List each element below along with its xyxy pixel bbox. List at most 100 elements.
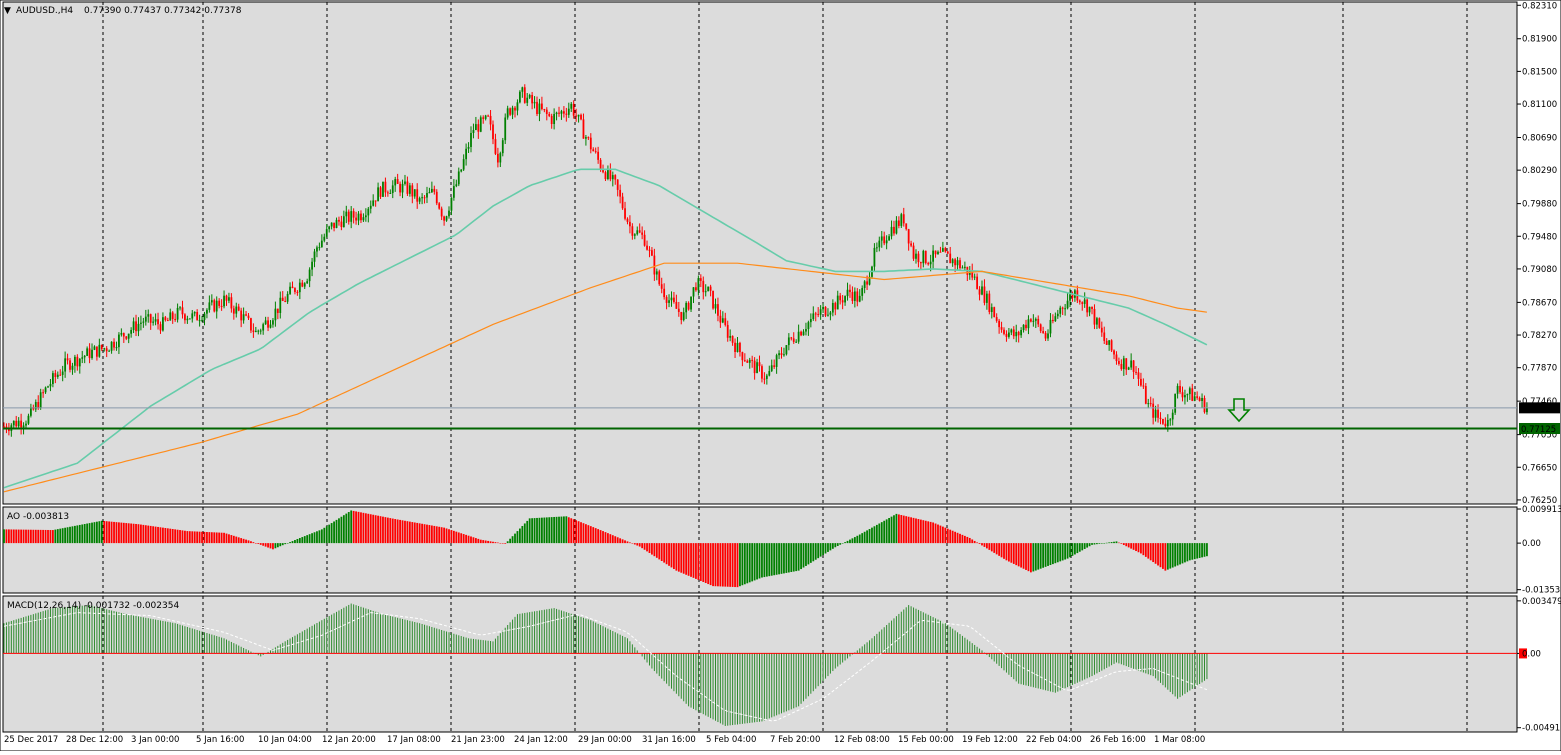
candle-body bbox=[971, 270, 974, 278]
ao-bar bbox=[20, 529, 23, 544]
ao-bar bbox=[98, 521, 101, 544]
candle-body bbox=[492, 124, 494, 140]
candle-body bbox=[71, 365, 74, 370]
ao-bar bbox=[83, 524, 86, 544]
candle-body bbox=[533, 101, 536, 104]
candle-body bbox=[846, 289, 849, 297]
ao-label: AO -0.003813 bbox=[7, 512, 69, 522]
candle-body bbox=[52, 373, 54, 385]
candle-body bbox=[839, 295, 842, 301]
ao-bar bbox=[773, 543, 776, 576]
ao-bar bbox=[800, 543, 802, 570]
ao-bar bbox=[675, 543, 678, 571]
ao-bar bbox=[301, 537, 304, 544]
ao-bar bbox=[1044, 543, 1047, 567]
price-axis-label: 0.82310 bbox=[1522, 1, 1557, 11]
candle-body bbox=[1003, 329, 1005, 334]
candle-body bbox=[484, 115, 487, 119]
ao-bar bbox=[230, 535, 233, 544]
candle-body bbox=[624, 208, 626, 219]
ao-bar bbox=[421, 523, 423, 544]
candle-body bbox=[626, 218, 629, 222]
candle-body bbox=[340, 221, 343, 228]
candle-body bbox=[240, 310, 243, 321]
candle-body bbox=[228, 297, 230, 301]
candle-body bbox=[976, 276, 979, 290]
candle-body bbox=[186, 318, 189, 321]
candle-body bbox=[885, 240, 888, 244]
ao-bar bbox=[1198, 543, 1201, 558]
ao-bar bbox=[1113, 541, 1115, 544]
ao-bar bbox=[149, 525, 152, 544]
candle-body bbox=[990, 307, 993, 313]
candle-body bbox=[357, 213, 360, 221]
ao-axis-label: 0.009913 bbox=[1522, 505, 1561, 515]
ao-bar bbox=[369, 514, 372, 544]
ao-bar bbox=[758, 543, 761, 579]
candle-body bbox=[1125, 358, 1128, 370]
candle-body bbox=[235, 306, 238, 314]
candle-body bbox=[404, 181, 406, 184]
candle-body bbox=[237, 306, 240, 311]
ao-bar bbox=[203, 531, 206, 544]
ao-bar bbox=[323, 527, 326, 544]
candle-body bbox=[479, 117, 482, 132]
ao-bar bbox=[147, 525, 150, 544]
candle-body bbox=[629, 221, 631, 227]
candle-body bbox=[306, 281, 309, 284]
candle-body bbox=[699, 278, 702, 281]
candle-body bbox=[802, 331, 805, 336]
candle-body bbox=[697, 278, 700, 291]
candle-body bbox=[269, 324, 272, 328]
candle-body bbox=[1176, 385, 1179, 394]
ao-bar bbox=[25, 529, 27, 544]
candle-body bbox=[1164, 423, 1167, 427]
ao-bar bbox=[1078, 543, 1081, 552]
price-axis-label: 0.79480 bbox=[1522, 232, 1557, 242]
candle-body bbox=[653, 255, 656, 275]
ao-bar bbox=[866, 530, 868, 544]
ao-bar bbox=[1132, 543, 1135, 550]
ao-bar bbox=[988, 543, 991, 550]
ao-bar bbox=[235, 536, 238, 544]
collapse-arrow-icon[interactable]: ▼ bbox=[4, 6, 11, 16]
candle-body bbox=[406, 181, 409, 194]
candle-body bbox=[541, 103, 543, 110]
candle-body bbox=[946, 251, 949, 254]
ao-bar bbox=[523, 523, 526, 544]
candle-body bbox=[516, 102, 519, 111]
candle-body bbox=[355, 217, 357, 221]
ao-bar bbox=[201, 531, 203, 544]
candle-body bbox=[726, 324, 729, 338]
candle-body bbox=[472, 130, 475, 133]
ao-bar bbox=[707, 543, 710, 585]
candle-body bbox=[888, 236, 890, 241]
time-axis-label: 19 Feb 12:00 bbox=[962, 735, 1018, 745]
candle-body bbox=[692, 287, 695, 297]
ao-bar bbox=[1030, 543, 1032, 573]
candle-body bbox=[448, 210, 450, 217]
candle-body bbox=[105, 348, 108, 352]
candle-body bbox=[108, 350, 111, 352]
ao-bar bbox=[247, 540, 250, 544]
ao-bar bbox=[1142, 543, 1145, 556]
candle-body bbox=[1144, 386, 1147, 404]
ao-bar bbox=[905, 516, 908, 544]
ao-bar bbox=[345, 513, 348, 544]
candle-body bbox=[1059, 307, 1062, 314]
candle-body bbox=[286, 293, 289, 302]
ao-bar bbox=[528, 518, 531, 544]
ao-bar bbox=[289, 542, 291, 544]
candle-body bbox=[399, 183, 401, 193]
candle-body bbox=[675, 301, 678, 309]
ao-bar bbox=[937, 524, 939, 544]
candle-body bbox=[1198, 397, 1201, 402]
candle-body bbox=[709, 286, 712, 291]
candle-body bbox=[49, 384, 52, 387]
candle-body bbox=[929, 261, 932, 265]
candle-body bbox=[220, 305, 223, 307]
candle-body bbox=[1098, 318, 1101, 328]
ao-bar bbox=[1184, 543, 1186, 563]
